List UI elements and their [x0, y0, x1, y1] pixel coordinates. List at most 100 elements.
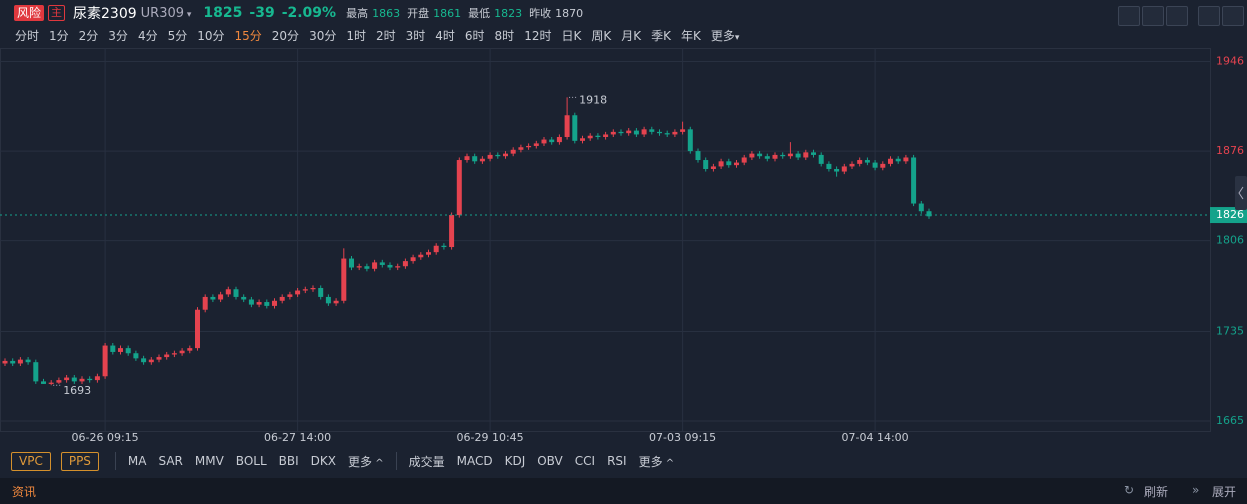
- indicator-option[interactable]: MA: [127, 454, 147, 468]
- period-tab[interactable]: 2时: [375, 29, 396, 43]
- candle-body: [426, 252, 431, 255]
- candle-body: [541, 139, 547, 144]
- period-tab[interactable]: 15分: [234, 29, 262, 43]
- indicator-option[interactable]: KDJ: [504, 454, 526, 468]
- candle-body: [256, 302, 262, 305]
- candle-body: [379, 262, 385, 265]
- x-tick-label: 06-27 14:00: [264, 431, 331, 444]
- candle-body: [880, 163, 886, 168]
- period-tab[interactable]: 日K: [561, 29, 582, 43]
- close-icon[interactable]: [1222, 6, 1244, 26]
- period-tab[interactable]: 分时: [15, 29, 40, 43]
- period-tab[interactable]: 4分: [137, 29, 158, 43]
- candle-body: [102, 345, 108, 377]
- candle-body: [402, 261, 408, 267]
- candle-body: [657, 131, 662, 134]
- contract-name: 尿素2309: [73, 6, 137, 22]
- period-tab[interactable]: 2分: [78, 29, 99, 43]
- indicator-option[interactable]: 成交量: [408, 454, 445, 469]
- candle-body: [703, 160, 709, 169]
- candle-body: [672, 131, 678, 135]
- indicator-option[interactable]: CCI: [574, 454, 596, 468]
- indicator-option[interactable]: DKX: [310, 454, 336, 468]
- period-tab[interactable]: 20分: [271, 29, 300, 43]
- candle-body: [680, 129, 686, 132]
- separator: [395, 452, 397, 470]
- candle-body: [264, 302, 270, 306]
- candle-body: [225, 289, 231, 295]
- tool-icon[interactable]: [1118, 6, 1140, 26]
- period-tab[interactable]: 更多: [706, 27, 745, 45]
- news-tab[interactable]: 资讯: [12, 485, 37, 499]
- candle-body: [41, 381, 46, 384]
- period-tab[interactable]: 5分: [167, 29, 188, 43]
- y-tick-label: 1946: [1216, 55, 1244, 68]
- candle-body: [302, 289, 308, 291]
- tool-icon[interactable]: [1166, 6, 1188, 26]
- period-tab[interactable]: 3分: [108, 29, 128, 43]
- candle-body: [757, 153, 763, 157]
- period-tab[interactable]: 周K: [591, 29, 612, 43]
- candle-body: [218, 294, 224, 300]
- indicator-option[interactable]: BBI: [278, 454, 299, 468]
- period-tab[interactable]: 月K: [621, 29, 642, 43]
- candle-body: [510, 149, 516, 154]
- indicator-option[interactable]: 更多: [639, 453, 675, 470]
- candle-body: [518, 147, 524, 150]
- fullscreen-icon[interactable]: [1198, 6, 1220, 26]
- collapse-tab[interactable]: [1235, 176, 1247, 210]
- candle-body: [110, 345, 116, 352]
- indicator-button[interactable]: VPC: [11, 451, 51, 471]
- candle-body: [441, 245, 447, 248]
- tool-icon[interactable]: [1142, 6, 1164, 26]
- period-bar: 分时 1分 2分 3分 4分 5分 10分 15分 20分 30分 1时 2时 3时 4时 6时 8时 12时日…: [10, 27, 744, 45]
- candle-body: [48, 382, 54, 384]
- period-tab[interactable]: 年K: [680, 29, 701, 43]
- indicator-option[interactable]: SAR: [158, 454, 183, 468]
- period-tab[interactable]: 1分: [49, 29, 69, 43]
- period-tab[interactable]: 10分: [197, 29, 225, 43]
- period-tab[interactable]: 6时: [464, 29, 485, 43]
- indicator-option[interactable]: BOLL: [235, 454, 267, 468]
- contract-code[interactable]: UR309: [141, 6, 192, 21]
- indicator-option[interactable]: 更多: [348, 453, 384, 470]
- candle-body: [872, 162, 878, 168]
- indicator-option[interactable]: MMV: [194, 454, 224, 468]
- y-tick-label: 1735: [1216, 324, 1244, 337]
- period-tab[interactable]: 3时: [405, 29, 426, 43]
- refresh-button[interactable]: 刷新: [1144, 485, 1169, 499]
- candle-body: [864, 160, 870, 163]
- period-tab[interactable]: 1时: [346, 29, 366, 43]
- candle-body: [572, 115, 578, 141]
- candle-body: [64, 377, 70, 381]
- indicator-button[interactable]: PPS: [60, 451, 99, 471]
- candle-body: [456, 160, 462, 216]
- candle-body: [94, 376, 100, 381]
- candle-body: [364, 266, 370, 269]
- indicator-option[interactable]: OBV: [537, 454, 563, 468]
- last-price-label: 1826: [1216, 208, 1244, 221]
- change-pct: -2.09%: [281, 5, 337, 21]
- stat-label: 最高: [346, 7, 369, 20]
- candle-body: [526, 145, 532, 148]
- candle-body: [603, 134, 609, 138]
- candle-body: [710, 166, 716, 169]
- period-tab[interactable]: 12时: [524, 29, 552, 43]
- period-tab[interactable]: 30分: [309, 29, 337, 43]
- indicator-option[interactable]: RSI: [607, 454, 627, 468]
- candle-body: [118, 348, 123, 352]
- chart: 1665 1735 1806 1876 1946 06-26 09:15 06-27 14:…: [0, 48, 1247, 444]
- period-tab[interactable]: 4时: [435, 29, 455, 43]
- candle-body: [125, 348, 131, 354]
- candle-body: [664, 133, 670, 135]
- expand-button[interactable]: 展开: [1212, 485, 1237, 499]
- indicator-option[interactable]: MACD: [456, 454, 493, 468]
- period-tab[interactable]: 季K: [651, 29, 671, 43]
- candle-body: [356, 266, 362, 268]
- risk-tag[interactable]: 风险: [14, 5, 45, 21]
- candle-body: [248, 299, 254, 305]
- stat-label: 昨收: [529, 7, 552, 20]
- candle-body: [187, 348, 193, 351]
- candle-body: [418, 254, 424, 258]
- period-tab[interactable]: 8时: [494, 29, 515, 43]
